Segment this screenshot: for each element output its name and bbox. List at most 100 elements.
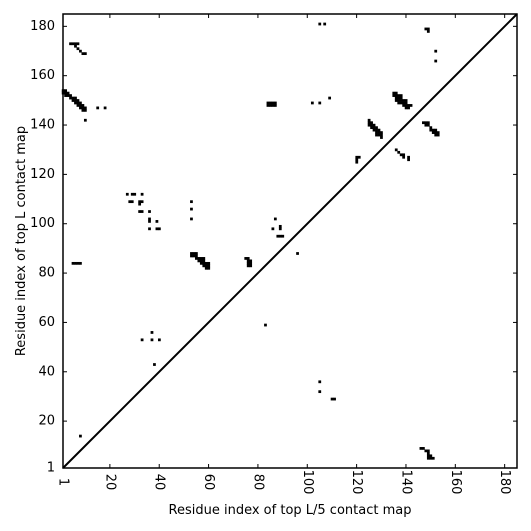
y-axis-label: Residue index of top L contact map [14,126,29,356]
y-tick-label: 60 [38,315,55,330]
contact-cell [426,449,430,453]
contact-cell [402,155,406,159]
contact-cell [434,131,438,134]
contact-cell [377,131,381,134]
contact-cell [333,397,336,401]
contact-cell [318,380,322,384]
contact-cell [207,266,211,270]
contact-cell [79,49,82,53]
contact-cell [424,27,428,31]
contact-cell [375,131,378,134]
contact-cell [249,261,253,265]
y-tick-label: 160 [30,68,55,83]
contact-cell [424,121,428,125]
contact-cell [244,257,248,260]
contact-cell [429,128,433,132]
contact-cell [394,94,398,97]
contact-cell [133,192,137,196]
contact-cell [399,96,403,100]
contact-cell [79,261,82,265]
contact-cell [424,123,428,127]
contact-cell [273,217,277,221]
contact-cell [157,338,161,342]
contact-cell [402,153,406,157]
contact-cell [199,261,203,265]
contact-cell [71,261,75,265]
contact-cell [74,96,77,100]
contact-cell [83,52,87,56]
contact-cell [79,101,82,105]
contact-cell [74,261,77,265]
contact-cell [150,338,154,342]
contact-cell [380,131,383,134]
contact-cell [138,210,142,213]
contact-cell [434,133,438,137]
contact-cell [318,101,322,105]
contact-cell [202,264,206,268]
contact-cell [355,160,359,164]
contact-cell [394,99,398,102]
contact-cell [436,131,440,134]
contact-cell [402,101,406,105]
contact-cell [323,22,327,26]
contact-cell [426,451,430,455]
contact-cell [377,128,381,132]
contact-cell [190,254,193,258]
contact-cell [71,42,75,46]
contact-cell [204,264,208,268]
contact-cell [148,220,151,223]
contact-cell [431,456,435,460]
contact-cell [429,456,433,460]
contact-cell [399,99,403,102]
contact-cell [71,96,75,100]
contact-cell [83,108,87,112]
contact-cell [83,106,87,110]
contact-cell [278,224,282,228]
contact-cell [419,447,423,450]
x-tick-label: 160 [448,470,463,495]
contact-cell [399,94,403,97]
contact-cell [74,101,77,105]
contact-cell [407,106,410,110]
contact-cell [207,264,211,268]
contact-cell [355,155,359,159]
contact-cell [370,123,373,127]
contact-cell [64,91,68,95]
x-tick-label: 80 [250,474,265,491]
contact-cell [372,126,376,130]
contact-cell [64,94,68,97]
contact-cell [380,133,383,137]
contact-cell [140,192,144,196]
contact-cell [273,104,277,107]
contact-cell [271,104,275,107]
contact-cell [355,158,359,162]
contact-cell [370,126,373,130]
contact-cell [199,257,203,260]
contact-cell [204,266,208,270]
contact-cell [202,257,206,260]
contact-cell [192,254,196,258]
contact-cell [246,261,250,265]
contact-cell [392,94,396,97]
contact-cell [153,363,156,366]
contact-cell [372,123,376,127]
contact-cell [404,101,408,105]
y-tick-label: 180 [30,19,55,34]
contact-cell [74,44,77,48]
contact-cell [271,101,275,105]
contact-cell [404,99,408,102]
contact-cell [278,227,282,231]
contact-cell [81,108,85,112]
contact-cell [246,264,250,268]
x-tick-label: 140 [398,470,413,495]
contact-cell [271,227,275,231]
contact-cell [276,234,280,238]
contact-cell [202,259,206,263]
contact-cell [140,200,144,204]
contact-cell [148,217,151,221]
contact-cell [140,338,144,342]
contact-cell [431,131,435,134]
contact-cell [431,128,435,132]
